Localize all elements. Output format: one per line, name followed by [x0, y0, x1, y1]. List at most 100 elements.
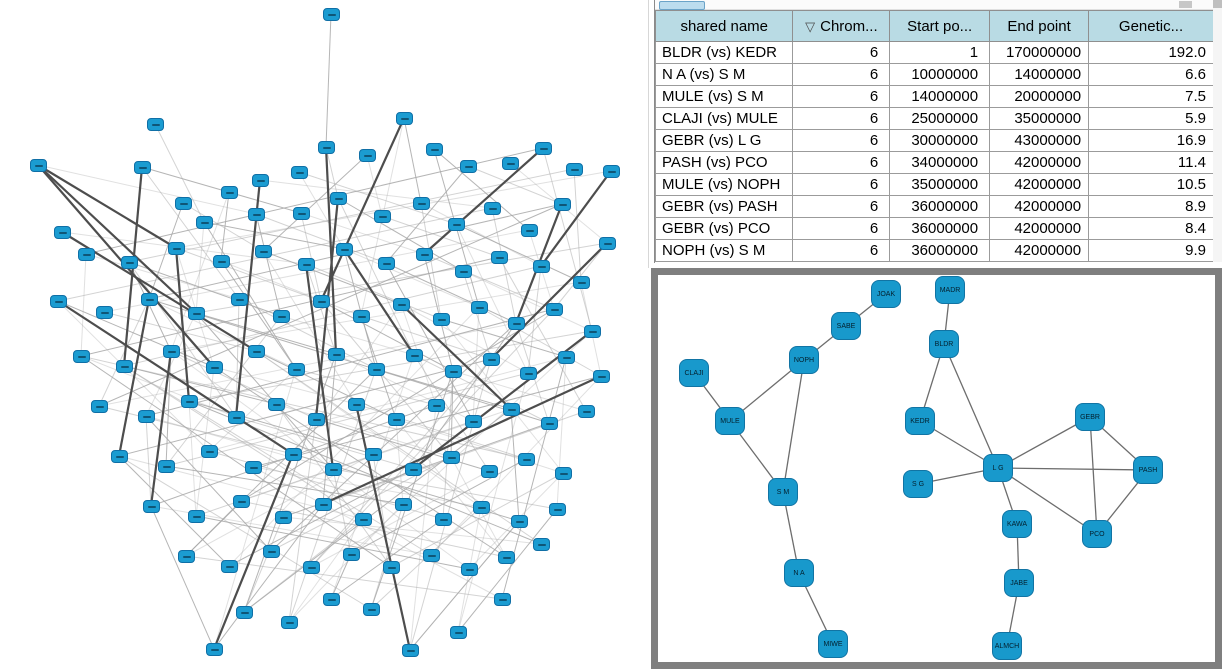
overview-node[interactable]	[213, 255, 230, 268]
overview-node[interactable]	[450, 626, 467, 639]
overview-node[interactable]	[549, 503, 566, 516]
overview-node[interactable]	[502, 157, 519, 170]
overview-node[interactable]	[584, 325, 601, 338]
overview-node[interactable]	[388, 413, 405, 426]
table-row[interactable]: GEBR (vs) L G 6 30000000 43000000 16.9	[654, 129, 1214, 152]
detail-node-na[interactable]: N A	[784, 559, 814, 587]
table-row[interactable]: PASH (vs) PCO 6 34000000 42000000 11.4	[654, 151, 1214, 174]
overview-node[interactable]	[578, 405, 595, 418]
overview-node[interactable]	[231, 293, 248, 306]
detail-node-claji[interactable]: CLAJI	[679, 359, 709, 387]
overview-node[interactable]	[554, 198, 571, 211]
overview-node[interactable]	[147, 118, 164, 131]
overview-node[interactable]	[336, 243, 353, 256]
detail-node-sg[interactable]: S G	[903, 470, 933, 498]
table-row[interactable]: MULE (vs) NOPH 6 35000000 42000000 10.5	[654, 173, 1214, 196]
overview-node[interactable]	[593, 370, 610, 383]
overview-node[interactable]	[330, 192, 347, 205]
filter-icon[interactable]: ▽	[805, 18, 816, 34]
panel-splitter[interactable]	[648, 0, 649, 268]
column-header-genetic[interactable]: Genetic...	[1088, 10, 1214, 42]
detail-node-lg[interactable]: L G	[983, 454, 1013, 482]
hscroll-thumb[interactable]	[659, 1, 705, 10]
overview-node[interactable]	[423, 549, 440, 562]
overview-node[interactable]	[465, 415, 482, 428]
overview-node[interactable]	[573, 276, 590, 289]
overview-node[interactable]	[483, 353, 500, 366]
detail-node-gebr[interactable]: GEBR	[1075, 403, 1105, 431]
detail-node-kedr[interactable]: KEDR	[905, 407, 935, 435]
vertical-scrollbar[interactable]	[1213, 0, 1222, 262]
overview-node[interactable]	[178, 550, 195, 563]
overview-node[interactable]	[491, 251, 508, 264]
overview-node[interactable]	[328, 348, 345, 361]
overview-node[interactable]	[558, 351, 575, 364]
overview-node[interactable]	[236, 606, 253, 619]
table-row[interactable]: BLDR (vs) KEDR 6 1 170000000 192.0	[654, 41, 1214, 64]
overview-node[interactable]	[78, 248, 95, 261]
overview-node[interactable]	[359, 149, 376, 162]
overview-node[interactable]	[255, 245, 272, 258]
hscroll-button[interactable]	[1179, 1, 1192, 8]
overview-node[interactable]	[494, 593, 511, 606]
overview-node[interactable]	[325, 463, 342, 476]
overview-node[interactable]	[448, 218, 465, 231]
overview-node[interactable]	[188, 510, 205, 523]
column-header-sharedname[interactable]: shared name	[654, 10, 794, 42]
overview-node[interactable]	[546, 303, 563, 316]
overview-node[interactable]	[298, 258, 315, 271]
overview-node[interactable]	[175, 197, 192, 210]
overview-node[interactable]	[484, 202, 501, 215]
overview-node[interactable]	[343, 548, 360, 561]
overview-node[interactable]	[313, 295, 330, 308]
overview-node[interactable]	[206, 643, 223, 656]
overview-node[interactable]	[433, 313, 450, 326]
overview-node[interactable]	[141, 293, 158, 306]
overview-node[interactable]	[248, 345, 265, 358]
overview-node[interactable]	[428, 399, 445, 412]
overview-node[interactable]	[413, 197, 430, 210]
overview-node[interactable]	[181, 395, 198, 408]
overview-node[interactable]	[275, 511, 292, 524]
overview-node[interactable]	[30, 159, 47, 172]
table-row[interactable]: GEBR (vs) PCO 6 36000000 42000000 8.4	[654, 217, 1214, 240]
overview-node[interactable]	[168, 242, 185, 255]
table-row[interactable]: MULE (vs) S M 6 14000000 20000000 7.5	[654, 85, 1214, 108]
detail-node-almch[interactable]: ALMCH	[992, 632, 1022, 660]
overview-node[interactable]	[233, 495, 250, 508]
overview-node[interactable]	[555, 467, 572, 480]
overview-node[interactable]	[318, 141, 335, 154]
overview-node[interactable]	[402, 644, 419, 657]
overview-node[interactable]	[303, 561, 320, 574]
detail-node-bldr[interactable]: BLDR	[929, 330, 959, 358]
overview-node[interactable]	[163, 345, 180, 358]
table-row[interactable]: GEBR (vs) PASH 6 36000000 42000000 8.9	[654, 195, 1214, 218]
overview-node[interactable]	[521, 224, 538, 237]
horizontal-scrollbar[interactable]	[655, 0, 1214, 10]
overview-node[interactable]	[435, 513, 452, 526]
overview-node[interactable]	[291, 166, 308, 179]
overview-node[interactable]	[461, 563, 478, 576]
overview-node[interactable]	[566, 163, 583, 176]
overview-node[interactable]	[426, 143, 443, 156]
overview-node[interactable]	[518, 453, 535, 466]
overview-node[interactable]	[363, 603, 380, 616]
detail-node-kawa[interactable]: KAWA	[1002, 510, 1032, 538]
overview-node[interactable]	[498, 551, 515, 564]
overview-node[interactable]	[395, 498, 412, 511]
overview-node[interactable]	[196, 216, 213, 229]
table-row[interactable]: CLAJI (vs) MULE 6 25000000 35000000 5.9	[654, 107, 1214, 130]
overview-node[interactable]	[221, 186, 238, 199]
overview-node[interactable]	[206, 361, 223, 374]
overview-node[interactable]	[481, 465, 498, 478]
overview-node[interactable]	[248, 208, 265, 221]
overview-node[interactable]	[473, 501, 490, 514]
overview-node[interactable]	[315, 498, 332, 511]
detail-node-madr[interactable]: MADR	[935, 276, 965, 304]
detail-node-sabe[interactable]: SABE	[831, 312, 861, 340]
overview-node[interactable]	[228, 411, 245, 424]
overview-node[interactable]	[471, 301, 488, 314]
overview-node[interactable]	[416, 248, 433, 261]
overview-network-panel[interactable]	[0, 0, 650, 669]
overview-node[interactable]	[285, 448, 302, 461]
